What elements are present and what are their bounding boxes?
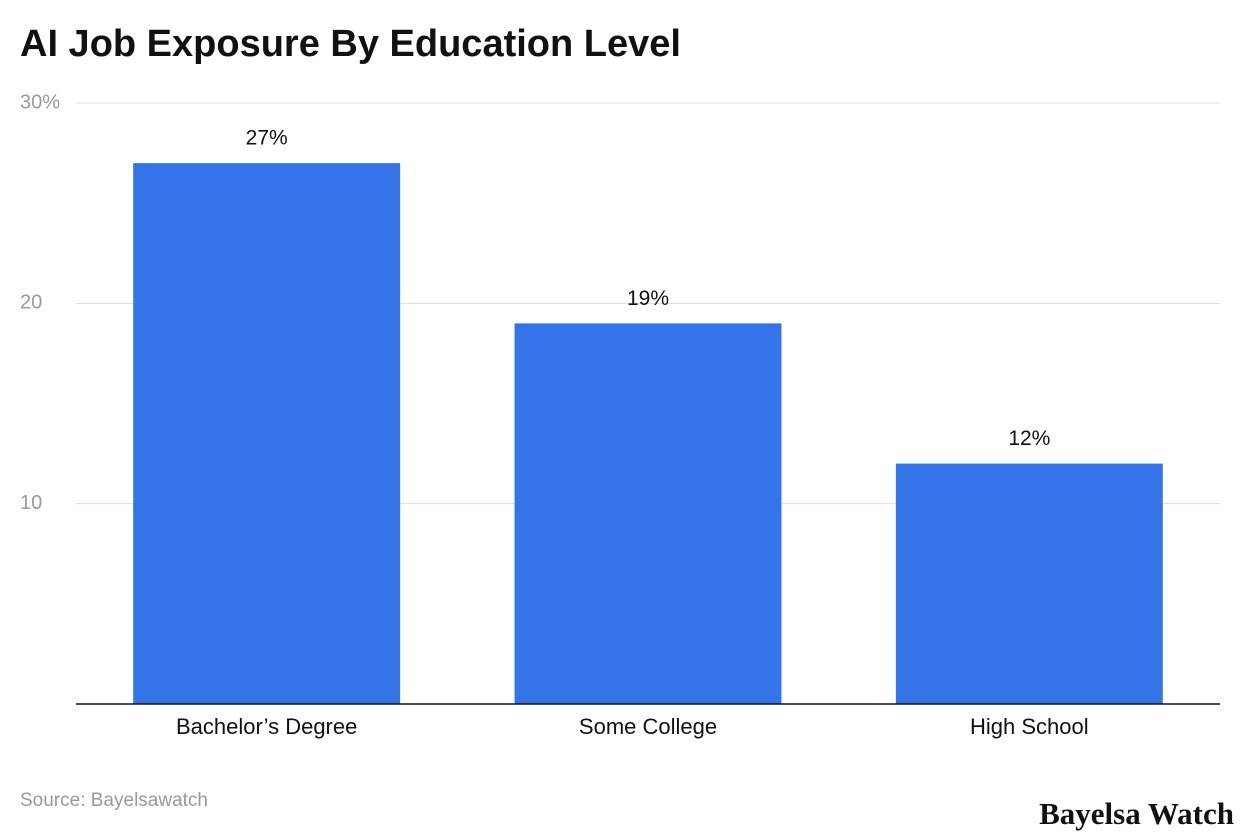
source-note: Source: Bayelsawatch — [20, 790, 208, 811]
bar — [514, 323, 782, 704]
bar — [133, 163, 401, 705]
value-label: 12% — [1008, 427, 1050, 450]
value-label: 19% — [627, 287, 669, 310]
value-label: 27% — [246, 127, 288, 150]
x-tick-label: High School — [970, 714, 1089, 739]
y-tick-label: 30% — [20, 91, 60, 113]
x-tick-label: Bachelor’s Degree — [176, 714, 357, 739]
x-tick-label: Some College — [579, 714, 717, 739]
chart-title: AI Job Exposure By Education Level — [20, 23, 681, 65]
y-tick-label: 20 — [20, 292, 42, 314]
watermark: Bayelsa Watch — [1039, 796, 1234, 831]
y-tick-label: 10 — [20, 492, 42, 514]
bar — [895, 463, 1163, 704]
